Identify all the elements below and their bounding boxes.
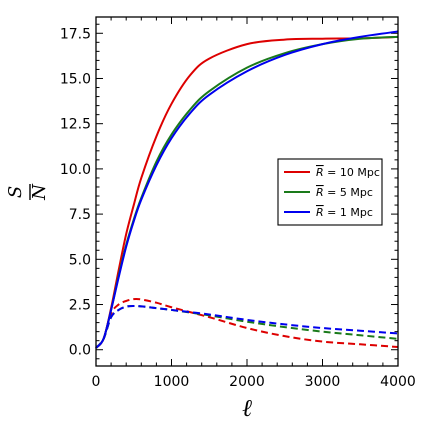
- x-tick-label: 2000: [229, 374, 265, 390]
- x-axis-label: ℓ: [242, 394, 252, 422]
- legend-label-value: = 1 Mpc: [324, 206, 373, 219]
- x-tick-label: 0: [92, 374, 101, 390]
- axis-ticks: 0 1000 2000 3000 4000 0.0 2.5 5.0 7.5 10.0 12.5 15.…: [60, 17, 416, 390]
- plot-frame: [95, 16, 399, 367]
- dashed-series-line-5: [95, 304, 399, 349]
- series-layer: [95, 30, 399, 349]
- y-axis-label-numerator: S: [5, 186, 26, 198]
- y-tick-label: 0.0: [69, 343, 91, 359]
- y-tick-label: 7.5: [69, 207, 91, 223]
- legend-label-0: R = 10 Mpc: [316, 166, 380, 179]
- y-tick-label: 2.5: [69, 298, 91, 314]
- y-axis-label-denominator: N: [29, 183, 50, 201]
- legend-label-value: = 5 Mpc: [324, 186, 373, 199]
- dashed-series-line-4: [95, 304, 399, 349]
- legend-label-symbol: R: [316, 206, 324, 219]
- y-tick-label: 12.5: [60, 117, 91, 133]
- y-tick-label: 5.0: [69, 252, 91, 268]
- legend-label-symbol: R: [316, 166, 324, 179]
- x-tick-label: 4000: [380, 374, 416, 390]
- series-line-2: [95, 30, 399, 349]
- x-tick-label: 1000: [154, 374, 190, 390]
- y-tick-label: 10.0: [60, 162, 91, 178]
- legend-label-1: R = 5 Mpc: [316, 186, 373, 199]
- legend-label-value: = 10 Mpc: [324, 166, 380, 179]
- legend-label-2: R = 1 Mpc: [316, 206, 373, 219]
- y-axis-label: S N: [5, 183, 50, 201]
- y-tick-label: 17.5: [60, 26, 91, 42]
- dashed-series-line-3: [95, 297, 399, 349]
- y-tick-label: 15.0: [60, 71, 91, 87]
- legend-label-symbol: R: [316, 186, 324, 199]
- x-tick-label: 3000: [305, 374, 341, 390]
